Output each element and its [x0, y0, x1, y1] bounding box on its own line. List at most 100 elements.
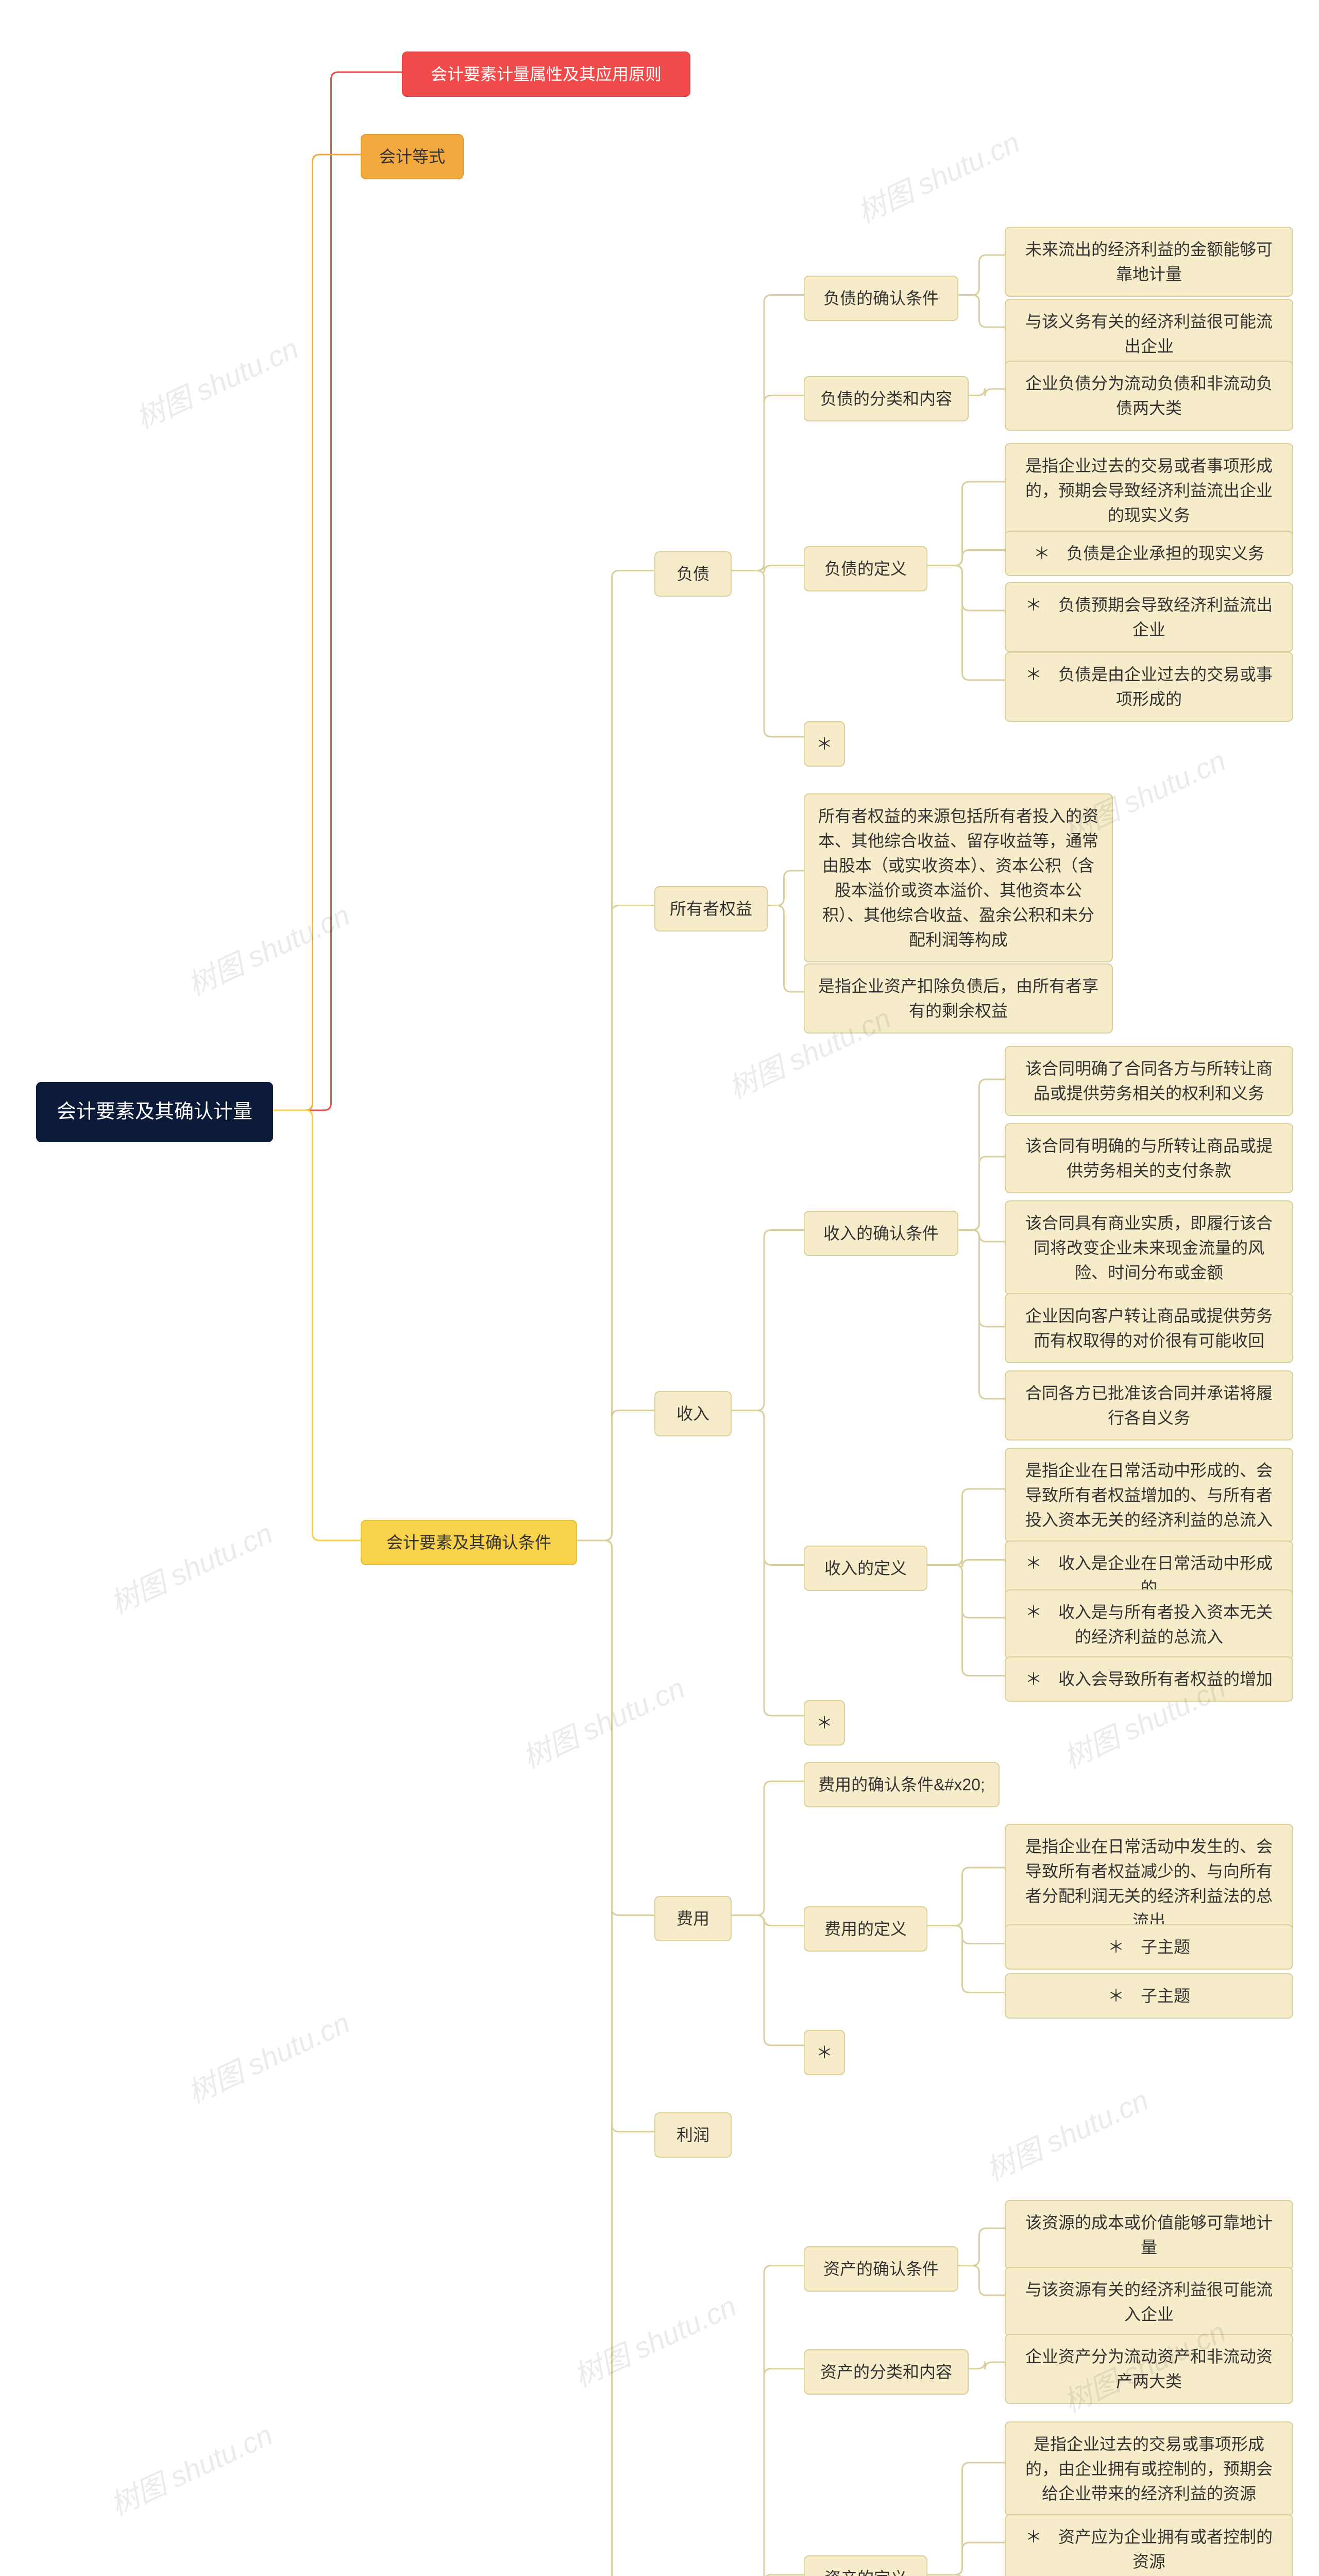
- edge-n_ast_def-n_ast_def0: [927, 2463, 1005, 2575]
- node-n_exp_def2[interactable]: ＊ 子主题: [1005, 1973, 1293, 2019]
- node-n_liab_def[interactable]: 负债的定义: [804, 546, 927, 591]
- edge-n_liab-n_liab_star: [732, 571, 804, 737]
- node-n_liab_cls[interactable]: 负债的分类和内容: [804, 376, 969, 421]
- edge-n_rev_rec-n_rev_rec3: [958, 1230, 1005, 1242]
- edge-n_eq-n_eq1: [768, 871, 804, 906]
- edge-n_exp-n_exp_rec: [732, 1782, 804, 1916]
- node-n_rev[interactable]: 收入: [654, 1391, 732, 1436]
- edge-n_yel-n_liab: [577, 571, 654, 1541]
- node-n_prof[interactable]: 利润: [654, 2112, 732, 2158]
- node-n_liab_rec1[interactable]: 未来流出的经济利益的金额能够可靠地计量: [1005, 227, 1293, 297]
- edge-n_liab_cls-n_liab_cls1: [969, 388, 1005, 397]
- edge-n_rev-n_rev_rec: [732, 1230, 804, 1411]
- node-n_exp[interactable]: 费用: [654, 1896, 732, 1941]
- edge-n_ast_rec-n_ast_rec1: [958, 2228, 1005, 2266]
- node-n_ast_rec1[interactable]: 该资源的成本或价值能够可靠地计量: [1005, 2200, 1293, 2270]
- edge-n_yel-n_eq: [577, 906, 654, 1541]
- edge-n_yel-n_ast: [577, 1540, 654, 2576]
- node-n_exp_star[interactable]: ＊: [804, 2030, 845, 2075]
- edge-root-n_yel: [273, 1110, 361, 1540]
- mindmap-canvas: 会计要素及其确认计量 会计要素计量属性及其应用原则会计等式会计要素及其确认条件 负债…: [0, 0, 1319, 2576]
- edge-n_ast_def-n_ast_def1: [927, 2543, 1005, 2575]
- edge-n_rev_rec-n_rev_rec4: [958, 1230, 1005, 1327]
- edge-n_eq-n_eq2: [768, 906, 804, 992]
- edge-n_liab_def-n_liab_def3: [927, 566, 1005, 681]
- node-n_ast_def[interactable]: 资产的定义: [804, 2555, 927, 2576]
- watermark: 树图 shutu.cn: [515, 1665, 691, 1777]
- node-n_ast_rec[interactable]: 资产的确认条件: [804, 2246, 958, 2292]
- edge-n_rev_def-n_rev_def3: [927, 1565, 1005, 1676]
- node-n_rev_rec5[interactable]: 合同各方已批准该合同并承诺将履行各自义务: [1005, 1370, 1293, 1440]
- edge-n_liab_rec-n_liab_rec2: [958, 295, 1005, 328]
- node-n_liab_def2[interactable]: ＊ 负债预期会导致经济利益流出企业: [1005, 582, 1293, 652]
- node-n_ast_def0[interactable]: 是指企业过去的交易或事项形成的，由企业拥有或控制的，预期会给企业带来的经济利益的…: [1005, 2421, 1293, 2516]
- edge-n_liab-n_liab_def: [732, 564, 804, 573]
- node-n_rev_star[interactable]: ＊: [804, 1700, 845, 1745]
- node-n_ast_cls[interactable]: 资产的分类和内容: [804, 2349, 969, 2395]
- watermark: 树图 shutu.cn: [180, 892, 356, 1004]
- edge-n_rev-n_rev_star: [732, 1411, 804, 1716]
- watermark: 树图 shutu.cn: [103, 1511, 279, 1622]
- watermark: 树图 shutu.cn: [850, 120, 1026, 231]
- node-n_liab_rec[interactable]: 负债的确认条件: [804, 276, 958, 321]
- node-n_eq[interactable]: 所有者权益: [654, 886, 768, 931]
- node-n_liab[interactable]: 负债: [654, 551, 732, 597]
- edge-root-n_red: [273, 72, 402, 1110]
- node-n_liab_cls1[interactable]: 企业负债分为流动负债和非流动负债两大类: [1005, 361, 1293, 431]
- node-n_rev_def2[interactable]: ＊ 收入是与所有者投入资本无关的经济利益的总流入: [1005, 1589, 1293, 1659]
- edge-n_rev-n_rev_def: [732, 1411, 804, 1565]
- node-n_ast_cls1[interactable]: 企业资产分为流动资产和非流动资产两大类: [1005, 2334, 1293, 2404]
- node-n_yel[interactable]: 会计要素及其确认条件: [361, 1520, 577, 1565]
- edge-n_yel-n_exp: [577, 1540, 654, 1916]
- edge-n_liab-n_liab_cls: [732, 396, 804, 571]
- node-n_liab_def1[interactable]: ＊ 负债是企业承担的现实义务: [1005, 531, 1293, 576]
- node-n_exp_def[interactable]: 费用的定义: [804, 1906, 927, 1952]
- edge-n_exp-n_exp_def: [732, 1916, 804, 1926]
- edge-n_rev_def-n_rev_def1: [927, 1558, 1005, 1567]
- node-n_rev_rec2[interactable]: 该合同有明确的与所转让商品或提供劳务相关的支付条款: [1005, 1123, 1293, 1193]
- edge-n_rev_def-n_rev_def2: [927, 1565, 1005, 1618]
- edge-n_rev_rec-n_rev_rec5: [958, 1230, 1005, 1399]
- node-root[interactable]: 会计要素及其确认计量: [36, 1082, 273, 1142]
- edge-n_exp-n_exp_star: [732, 1916, 804, 2046]
- edge-root-n_orng: [273, 155, 361, 1110]
- node-n_exp_rec[interactable]: 费用的确认条件&#x20;: [804, 1762, 1000, 1807]
- watermark: 树图 shutu.cn: [978, 2077, 1155, 2189]
- edge-n_rev_rec-n_rev_rec2: [958, 1157, 1005, 1230]
- edge-n_liab_def-n_liab_def1: [927, 550, 1005, 566]
- node-n_rev_rec4[interactable]: 企业因向客户转让商品或提供劳务而有权取得的对价很有可能收回: [1005, 1293, 1293, 1363]
- node-n_ast_def1[interactable]: ＊ 资产应为企业拥有或者控制的资源: [1005, 2514, 1293, 2576]
- edge-n_liab_rec-n_liab_rec1: [958, 255, 1005, 295]
- node-n_ast_rec2[interactable]: 与该资源有关的经济利益很可能流入企业: [1005, 2267, 1293, 2337]
- node-n_exp_def1[interactable]: ＊ 子主题: [1005, 1924, 1293, 1970]
- edge-n_exp_def-n_exp_def2: [927, 1926, 1005, 1993]
- edge-n_yel-n_prof: [577, 1540, 654, 2132]
- edge-n_ast_cls-n_ast_cls1: [969, 2362, 1005, 2370]
- edge-n_yel-n_rev: [577, 1411, 654, 1541]
- node-n_eq2[interactable]: 是指企业资产扣除负债后，由所有者享有的剩余权益: [804, 963, 1113, 1033]
- node-n_rev_rec1[interactable]: 该合同明确了合同各方与所转让商品或提供劳务相关的权利和义务: [1005, 1046, 1293, 1116]
- node-n_liab_rec2[interactable]: 与该义务有关的经济利益很可能流出企业: [1005, 299, 1293, 369]
- node-n_liab_def3[interactable]: ＊ 负债是由企业过去的交易或事项形成的: [1005, 652, 1293, 722]
- node-n_red[interactable]: 会计要素计量属性及其应用原则: [402, 52, 690, 97]
- edge-n_rev_def-n_rev_def0: [927, 1489, 1005, 1565]
- edge-n_ast_rec-n_ast_rec2: [958, 2266, 1005, 2296]
- node-n_rev_rec[interactable]: 收入的确认条件: [804, 1211, 958, 1256]
- edge-n_rev_rec-n_rev_rec1: [958, 1079, 1005, 1230]
- node-n_rev_rec3[interactable]: 该合同具有商业实质，即履行该合同将改变企业未来现金流量的风险、时间分布或金额: [1005, 1200, 1293, 1295]
- watermark: 树图 shutu.cn: [128, 326, 305, 437]
- node-n_orng[interactable]: 会计等式: [361, 134, 464, 179]
- watermark: 树图 shutu.cn: [103, 2412, 279, 2524]
- edge-n_liab_def-n_liab_def2: [927, 566, 1005, 611]
- node-n_eq1[interactable]: 所有者权益的来源包括所有者投入的资本、其他综合收益、留存收益等，通常由股本（或实…: [804, 793, 1113, 962]
- edge-n_exp_def-n_exp_def0: [927, 1868, 1005, 1926]
- node-n_rev_def3[interactable]: ＊ 收入会导致所有者权益的增加: [1005, 1656, 1293, 1702]
- edge-n_ast-n_ast_rec: [732, 2266, 804, 2576]
- watermark: 树图 shutu.cn: [566, 2283, 742, 2395]
- edge-n_liab_def-n_liab_def0: [927, 482, 1005, 566]
- node-n_rev_def[interactable]: 收入的定义: [804, 1546, 927, 1591]
- edge-n_exp_def-n_exp_def1: [927, 1926, 1005, 1944]
- node-n_liab_def0[interactable]: 是指企业过去的交易或者事项形成的，预期会导致经济利益流出企业的现实义务: [1005, 443, 1293, 538]
- node-n_rev_def0[interactable]: 是指企业在日常活动中形成的、会导致所有者权益增加的、与所有者投入资本无关的经济利…: [1005, 1448, 1293, 1543]
- node-n_liab_star[interactable]: ＊: [804, 721, 845, 767]
